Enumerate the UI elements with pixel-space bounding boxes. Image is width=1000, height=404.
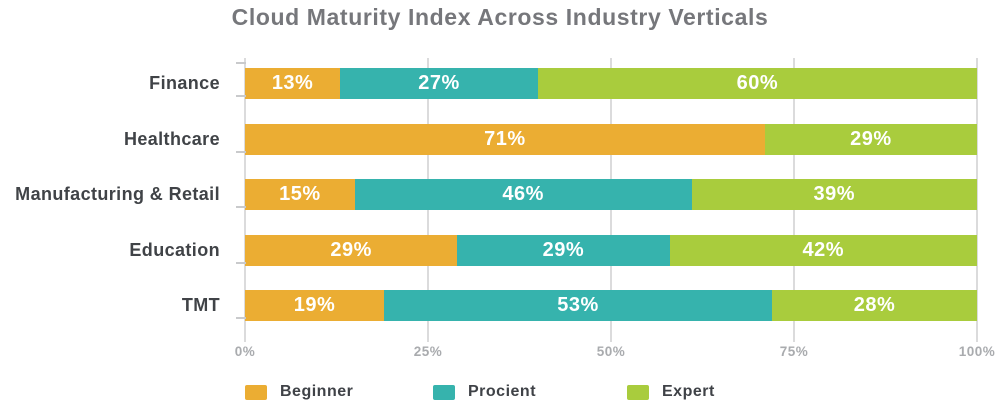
chart-title: Cloud Maturity Index Across Industry Ver… — [231, 4, 769, 30]
bar-segment-expert: 39% — [691, 179, 977, 210]
gridline-tick — [244, 335, 246, 342]
gridline-tick — [427, 335, 429, 342]
gridline-tick — [976, 335, 978, 342]
y-axis-tick — [236, 206, 246, 208]
bar-row: 29% 29% 42% — [245, 235, 977, 266]
category-label: Healthcare — [123, 129, 220, 149]
bar-segment-beginner: 15% — [245, 179, 355, 210]
bar-row: 13% 27% 60% — [245, 68, 977, 99]
bar-segment-procient: 53% — [384, 290, 773, 321]
legend: Beginner Procient Expert — [245, 383, 755, 403]
y-axis-tick — [236, 262, 246, 264]
bar-segment-expert: 60% — [537, 68, 977, 99]
legend-item-beginner: Beginner — [245, 383, 353, 401]
legend-label: Beginner — [280, 383, 354, 400]
x-tick-label: 50% — [596, 344, 626, 359]
x-tick-label: 0% — [234, 344, 256, 359]
gridline-tick — [793, 335, 795, 342]
category-label: Education — [129, 240, 220, 260]
x-tick-label: 75% — [779, 344, 809, 359]
bar-segment-expert: 29% — [764, 124, 977, 155]
legend-label: Expert — [662, 383, 715, 400]
x-tick-label: 100% — [958, 344, 996, 359]
gridline-tick — [610, 335, 612, 342]
bar-row: 15% 46% 39% — [245, 179, 977, 210]
legend-swatch-icon — [627, 384, 649, 400]
bar-segment-beginner: 71% — [245, 124, 765, 155]
y-axis-tick — [236, 317, 246, 319]
bar-row: 71% 29% — [245, 124, 977, 155]
gridline — [976, 58, 978, 335]
bar-segment-beginner: 19% — [245, 290, 385, 321]
y-axis-tick — [236, 95, 246, 97]
legend-item-procient: Procient — [433, 383, 536, 401]
legend-swatch-icon — [433, 384, 455, 400]
bar-row: 19% 53% 28% — [245, 290, 977, 321]
bar-segment-beginner: 29% — [245, 235, 458, 266]
y-axis-tick — [236, 62, 246, 64]
legend-swatch-icon — [245, 384, 267, 400]
bar-segment-procient: 27% — [340, 68, 538, 99]
legend-label: Procient — [468, 383, 537, 400]
bar-segment-procient: 29% — [457, 235, 670, 266]
bar-segment-procient: 46% — [354, 179, 692, 210]
category-label: TMT — [181, 295, 220, 315]
bar-segment-expert: 42% — [669, 235, 977, 266]
y-axis-tick — [236, 151, 246, 153]
category-label: Finance — [149, 73, 220, 93]
bar-segment-expert: 28% — [772, 290, 977, 321]
category-label: Manufacturing & Retail — [15, 184, 220, 204]
bar-segment-beginner: 13% — [245, 68, 341, 99]
legend-item-expert: Expert — [627, 383, 715, 401]
x-tick-label: 25% — [413, 344, 443, 359]
plot-area: 13% 27% 60% 71% 29% 15% 46% 39% 29% 29% 42% 19% 53% 2… — [244, 58, 978, 342]
